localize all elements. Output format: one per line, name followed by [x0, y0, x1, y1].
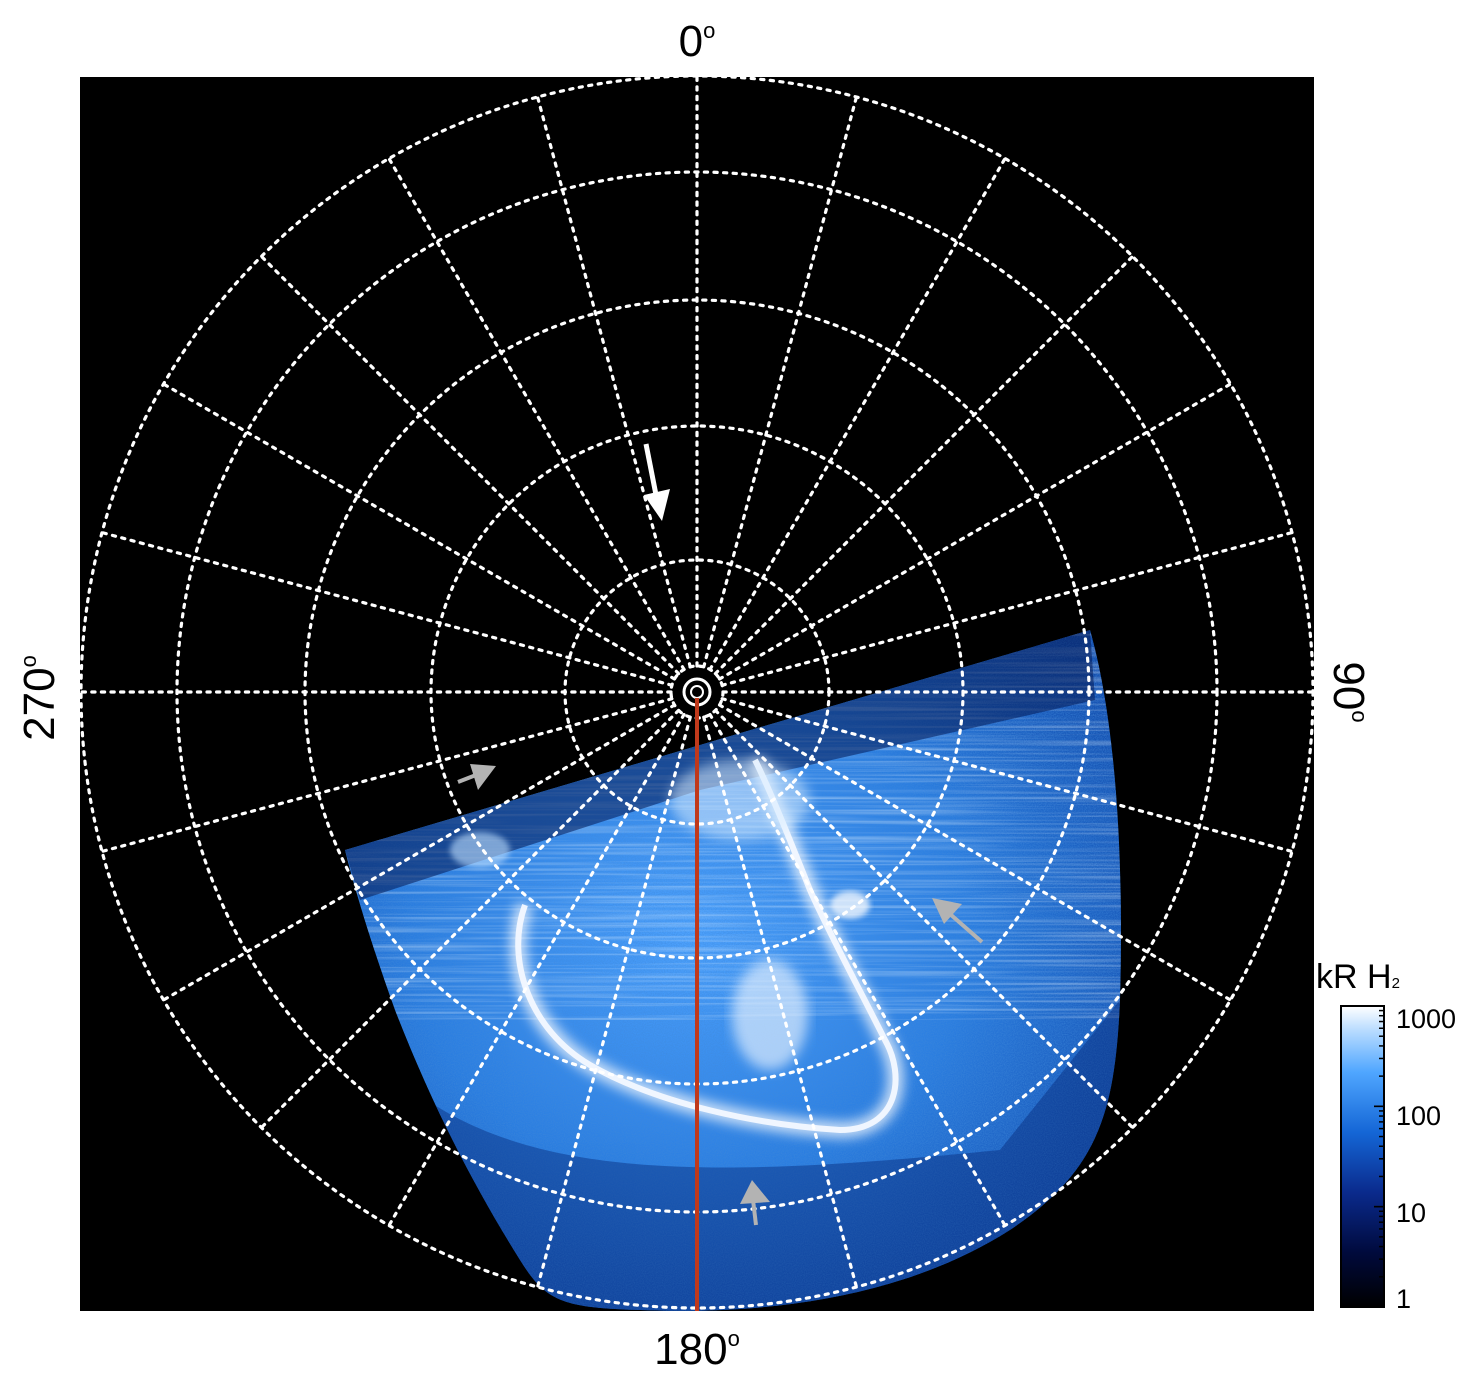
longitude-value-top: 0 — [678, 17, 704, 66]
longitude-label-bottom: 180o — [654, 1328, 740, 1372]
arrow-grey-bottom — [740, 1180, 770, 1226]
longitude-label-left: 270o — [15, 655, 64, 741]
arrow-grey-left — [457, 764, 496, 790]
meridian-line-240 — [161, 703, 677, 1002]
meridian-line-285 — [100, 530, 674, 687]
meridian-line-45 — [713, 254, 1135, 676]
meridian-line-225 — [259, 708, 681, 1130]
degree-symbol-left: o — [16, 655, 41, 668]
arrow-grey-right — [932, 898, 984, 944]
meridian-line-15 — [702, 95, 859, 669]
longitude-value-bottom: 180 — [654, 1325, 728, 1374]
meridian-line-105 — [720, 697, 1294, 854]
arrow-white-north — [643, 443, 670, 521]
degree-symbol-bottom: o — [727, 1326, 740, 1351]
degree-symbol-right: o — [1347, 710, 1372, 723]
colorbar-tick-1000: 1000 — [1396, 1004, 1457, 1034]
meridian-line-210 — [387, 712, 686, 1228]
meridian-line-75 — [720, 530, 1294, 687]
meridian-line-255 — [100, 697, 674, 854]
colorbar-tick-100: 100 — [1396, 1101, 1442, 1131]
colorbar-tick-1: 1 — [1396, 1284, 1412, 1314]
meridian-line-135 — [713, 708, 1135, 1130]
colorbar-title-subscript: 2 — [1391, 975, 1400, 992]
longitude-value-left: 270 — [15, 667, 64, 741]
meridian-line-315 — [259, 254, 681, 676]
meridian-line-60 — [717, 382, 1233, 681]
degree-symbol-top: o — [703, 18, 716, 43]
longitude-value-right: 90 — [1324, 661, 1373, 711]
colorbar — [1340, 1005, 1385, 1308]
meridian-line-150 — [708, 712, 1007, 1228]
colorbar-tick-10: 10 — [1396, 1198, 1427, 1228]
meridian-line-195 — [535, 715, 692, 1289]
meridian-line-30 — [708, 156, 1007, 672]
colorbar-title-main: kR H — [1316, 958, 1392, 996]
longitude-label-top: 0o — [679, 20, 716, 64]
longitude-label-right: 90o — [1324, 661, 1373, 723]
meridian-line-330 — [387, 156, 686, 672]
polar-grid — [80, 77, 1314, 1310]
meridian-line-300 — [161, 382, 677, 681]
colorbar-title: kR H2 — [1316, 958, 1400, 997]
meridian-line-165 — [702, 715, 859, 1289]
meridian-line-345 — [535, 95, 692, 669]
meridian-line-120 — [717, 703, 1233, 1002]
